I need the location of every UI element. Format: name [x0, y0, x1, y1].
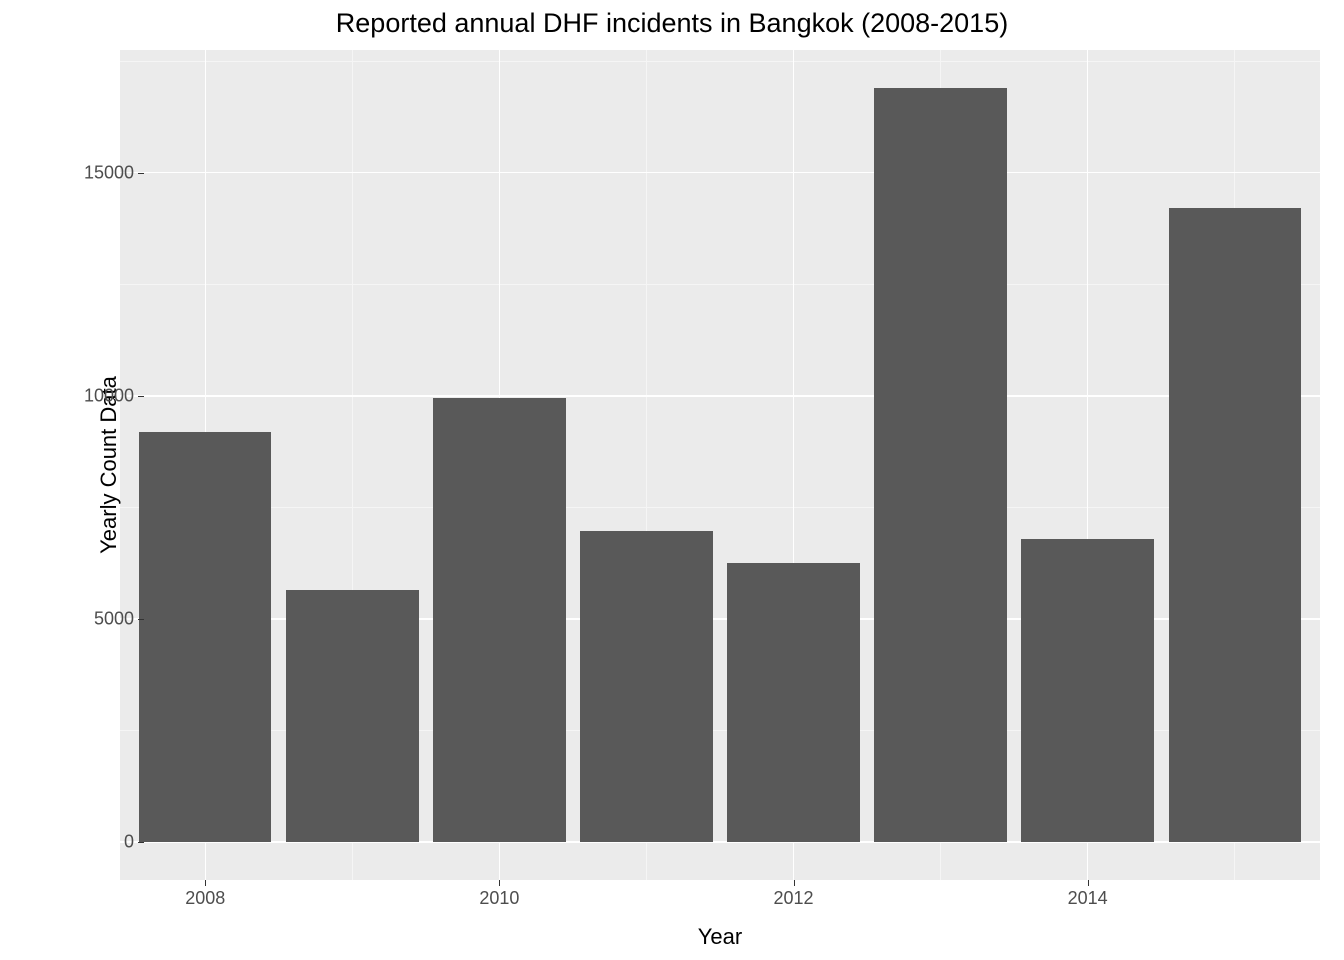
- x-tick-label: 2012: [773, 888, 813, 909]
- y-tick-mark: [138, 842, 144, 843]
- y-tick-label: 5000: [94, 608, 134, 629]
- y-tick-mark: [138, 619, 144, 620]
- x-tick-label: 2014: [1068, 888, 1108, 909]
- grid-minor-h: [120, 61, 1320, 62]
- bar: [433, 398, 565, 842]
- y-tick-label: 15000: [84, 162, 134, 183]
- x-tick-mark: [1088, 880, 1089, 886]
- bar: [1169, 208, 1301, 842]
- y-tick-label: 0: [124, 832, 134, 853]
- x-tick-mark: [794, 880, 795, 886]
- bar: [874, 88, 1006, 842]
- x-tick-mark: [499, 880, 500, 886]
- grid-major-h: [120, 395, 1320, 397]
- y-tick-label: 10000: [84, 385, 134, 406]
- bar: [286, 590, 418, 842]
- x-tick-mark: [205, 880, 206, 886]
- bar: [139, 432, 271, 843]
- x-axis-label: Year: [698, 924, 742, 950]
- grid-minor-h: [120, 507, 1320, 508]
- grid-minor-h: [120, 284, 1320, 285]
- x-tick-label: 2008: [185, 888, 225, 909]
- bar: [1021, 539, 1153, 842]
- x-tick-label: 2010: [479, 888, 519, 909]
- plot-area: [120, 50, 1320, 880]
- y-tick-mark: [138, 396, 144, 397]
- bar: [727, 563, 859, 842]
- bar: [580, 531, 712, 842]
- y-tick-mark: [138, 173, 144, 174]
- chart-container: Reported annual DHF incidents in Bangkok…: [0, 0, 1344, 960]
- grid-major-h: [120, 172, 1320, 174]
- chart-title: Reported annual DHF incidents in Bangkok…: [0, 8, 1344, 39]
